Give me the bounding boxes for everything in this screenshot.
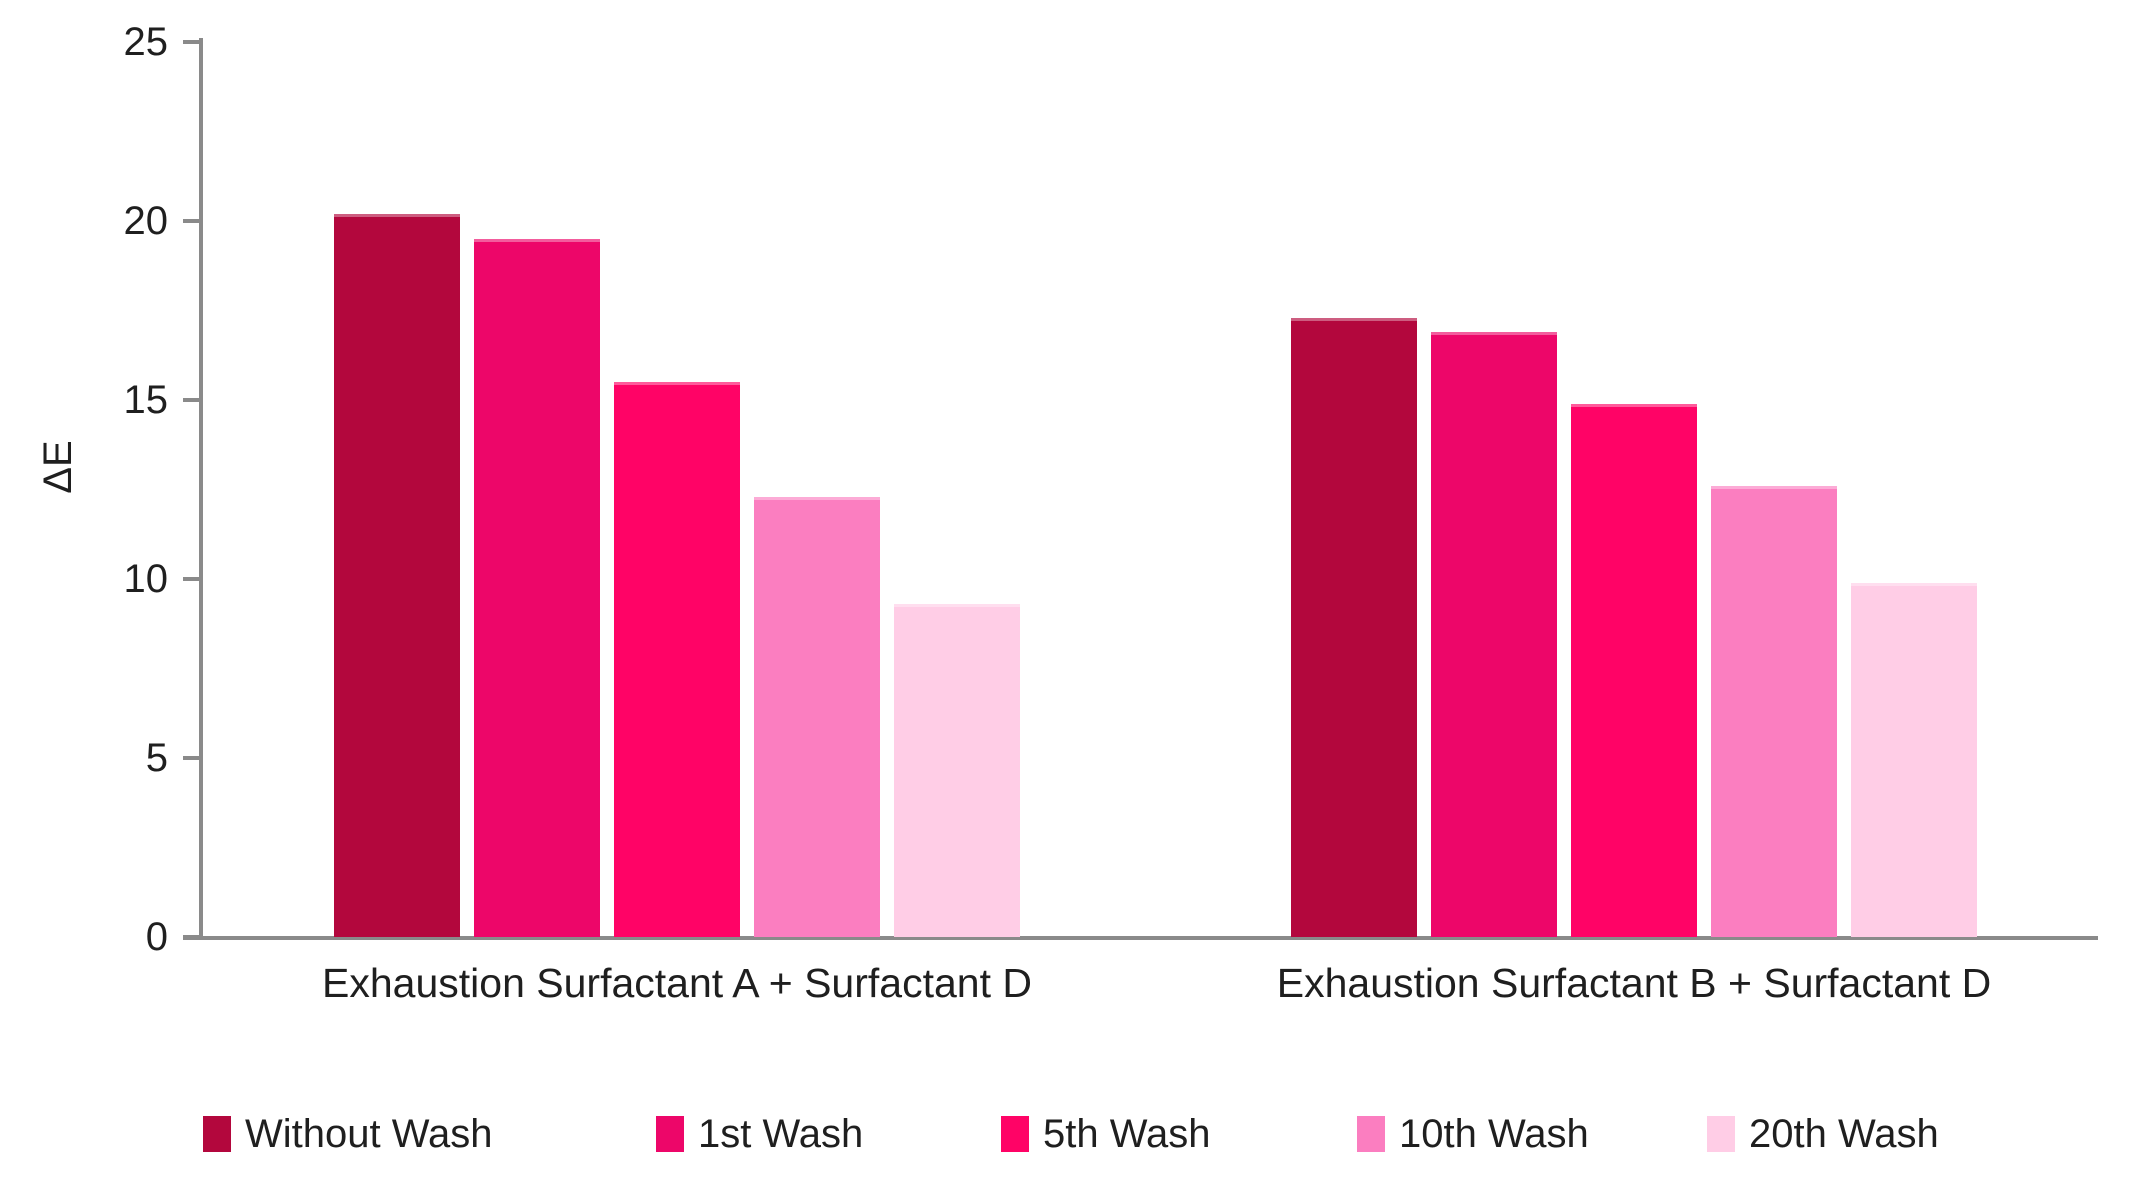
legend-label: 5th Wash — [1043, 1112, 1211, 1156]
y-tick-mark — [183, 219, 200, 223]
y-axis-title: ΔE — [35, 440, 80, 494]
legend-label: Without Wash — [245, 1112, 493, 1156]
bar-group1-1st-wash — [474, 239, 600, 937]
bar-group1-without-wash — [334, 214, 460, 937]
legend-item: 5th Wash — [1001, 1104, 1210, 1164]
legend-label: 1st Wash — [698, 1112, 864, 1156]
legend-item: 10th Wash — [1357, 1104, 1589, 1164]
y-tick-mark — [183, 40, 200, 44]
legend-item: 20th Wash — [1707, 1104, 1939, 1164]
y-tick-label: 10 — [123, 557, 169, 601]
legend-swatch-icon — [1357, 1116, 1385, 1152]
bar-group2-20th-wash — [1851, 583, 1977, 937]
bar-group2-1st-wash — [1431, 332, 1557, 937]
y-tick-label: 0 — [145, 915, 168, 959]
legend-swatch-icon — [656, 1116, 684, 1152]
y-tick-mark — [183, 935, 200, 939]
x-axis-line — [183, 936, 2098, 940]
legend-item: Without Wash — [203, 1104, 492, 1164]
y-tick-label: 5 — [145, 736, 168, 780]
y-tick-label: 20 — [123, 199, 169, 243]
y-tick-mark — [183, 577, 200, 581]
bar-group2-without-wash — [1291, 318, 1417, 937]
bar-group2-10th-wash — [1711, 486, 1837, 937]
y-axis-line — [199, 38, 203, 939]
legend-label: 20th Wash — [1749, 1112, 1939, 1156]
y-tick-label: 25 — [123, 20, 169, 64]
legend-label: 10th Wash — [1399, 1112, 1589, 1156]
legend-item: 1st Wash — [656, 1104, 863, 1164]
legend-swatch-icon — [1001, 1116, 1029, 1152]
y-tick-mark — [183, 756, 200, 760]
bar-group2-5th-wash — [1571, 404, 1697, 937]
bar-group1-10th-wash — [754, 497, 880, 937]
legend-swatch-icon — [203, 1116, 231, 1152]
legend-swatch-icon — [1707, 1116, 1735, 1152]
category-label: Exhaustion Surfactant A + Surfactant D — [322, 960, 1032, 1006]
y-tick-label: 15 — [123, 378, 169, 422]
category-label: Exhaustion Surfactant B + Surfactant D — [1276, 960, 1992, 1006]
bar-group1-20th-wash — [894, 604, 1020, 937]
bar-group1-5th-wash — [614, 382, 740, 937]
y-tick-mark — [183, 398, 200, 402]
